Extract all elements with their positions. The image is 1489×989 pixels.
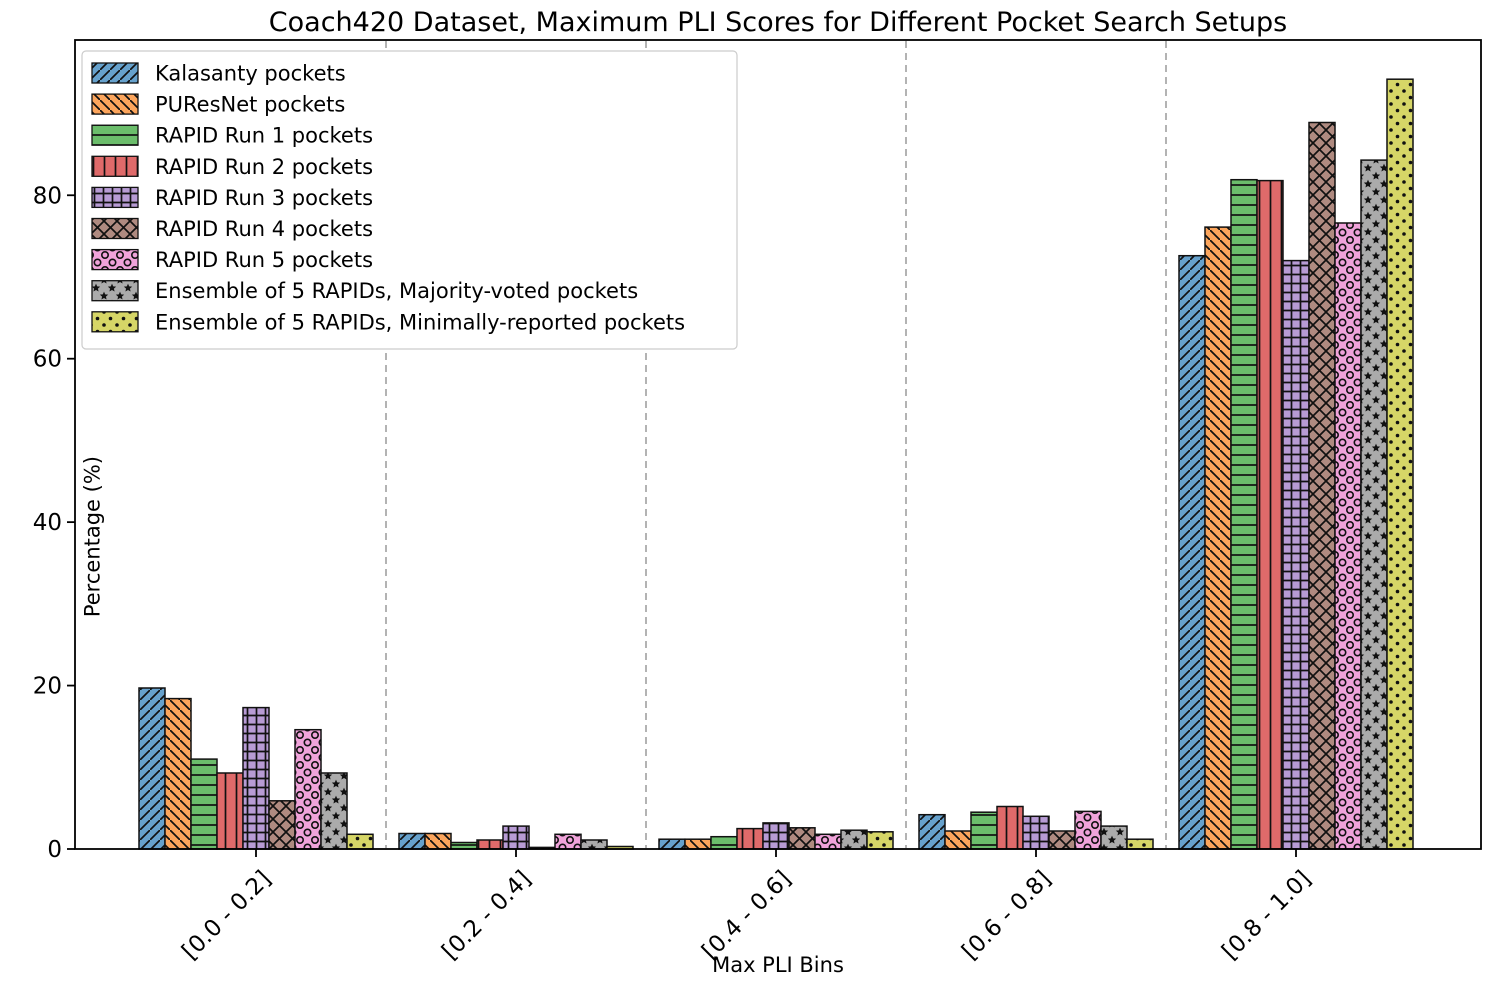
bar-s3-bin1	[190, 758, 218, 850]
bar-s2-bin4	[944, 830, 972, 850]
bar-s5-bin4	[1022, 815, 1050, 850]
bar-s4-bin5	[1256, 179, 1284, 850]
bar-s7-bin4	[1074, 810, 1102, 850]
bar-s7-bin3	[814, 833, 842, 850]
bar-s9-bin3	[866, 831, 894, 850]
y-tick-label: 80	[33, 183, 62, 209]
legend-swatch	[91, 155, 139, 177]
bar-s4-bin2	[476, 839, 504, 850]
x-tick-label: [0.2 - 0.4]	[437, 866, 536, 965]
bar-s6-bin1	[268, 800, 296, 850]
y-tick-label: 40	[33, 510, 62, 536]
bar-s8-bin1	[320, 772, 348, 850]
legend-item-5: RAPID Run 3 pockets	[91, 186, 373, 210]
y-axis-label: Percentage (%)	[80, 456, 105, 618]
bar-s1-bin2	[398, 832, 426, 850]
bar-s1-bin1	[138, 687, 166, 850]
bar-s1-bin5	[1178, 254, 1206, 850]
bar-s9-bin4	[1126, 838, 1154, 850]
bar-s2-bin5	[1204, 226, 1232, 850]
bar-s7-bin5	[1334, 222, 1362, 850]
bar-s3-bin4	[970, 811, 998, 850]
bar-s1-bin3	[658, 838, 686, 850]
bar-s5-bin1	[242, 706, 270, 850]
x-tick-label: [0.4 - 0.6]	[697, 866, 796, 965]
chart-title: Coach420 Dataset, Maximum PLI Scores for…	[268, 7, 1288, 38]
bar-s6-bin5	[1308, 121, 1336, 850]
bar-s3-bin5	[1230, 178, 1258, 850]
legend-swatch	[91, 186, 139, 209]
legend-label: Ensemble of 5 RAPIDs, Minimally-reported…	[155, 310, 685, 334]
legend-label: RAPID Run 3 pockets	[155, 186, 373, 210]
legend-swatch	[91, 124, 139, 146]
legend-item-1: Kalasanty pockets	[91, 62, 346, 86]
bar-s3-bin2	[450, 841, 478, 850]
bar-s8-bin5	[1360, 159, 1388, 850]
legend-label: RAPID Run 5 pockets	[155, 248, 373, 272]
bar-s2-bin3	[684, 838, 712, 850]
legend-label: RAPID Run 2 pockets	[155, 155, 373, 179]
legend-item-8: Ensemble of 5 RAPIDs, Majority-voted poc…	[91, 279, 638, 303]
bar-s4-bin4	[996, 805, 1024, 850]
legend: Kalasanty pockets PUResNet pockets RAPID R…	[81, 50, 738, 350]
legend-swatch	[91, 280, 139, 302]
legend-label: Ensemble of 5 RAPIDs, Majority-voted poc…	[155, 279, 638, 303]
legend-label: RAPID Run 1 pockets	[155, 124, 373, 148]
y-tick-label: 0	[47, 837, 62, 863]
legend-item-6: RAPID Run 4 pockets	[91, 217, 373, 241]
legend-swatch	[91, 62, 139, 84]
legend-swatch	[91, 93, 139, 115]
x-tick-label: [0.6 - 0.8]	[957, 866, 1056, 965]
bar-s9-bin5	[1386, 78, 1414, 850]
bar-s2-bin2	[424, 832, 452, 850]
bar-s6-bin3	[788, 827, 816, 850]
legend-swatch	[91, 248, 139, 271]
x-tick-label: [0.0 - 0.2]	[177, 866, 276, 965]
bar-s4-bin3	[736, 827, 764, 850]
axes-frame	[74, 39, 1482, 850]
legend-box	[81, 50, 738, 350]
legend-item-3: RAPID Run 1 pockets	[91, 124, 373, 148]
legend-item-7: RAPID Run 5 pockets	[91, 248, 373, 272]
bar-s5-bin5	[1282, 259, 1310, 850]
bar-s5-bin2	[502, 825, 530, 850]
bar-s8-bin4	[1100, 825, 1128, 850]
legend-item-9: Ensemble of 5 RAPIDs, Minimally-reported…	[91, 310, 685, 334]
legend-item-2: PUResNet pockets	[91, 93, 345, 117]
legend-item-4: RAPID Run 2 pockets	[91, 155, 373, 179]
x-axis-label: Max PLI Bins	[712, 953, 844, 977]
bar-s1-bin4	[918, 813, 946, 850]
bar-s7-bin1	[294, 728, 322, 850]
bar-s3-bin3	[710, 835, 738, 850]
bar-s8-bin2	[580, 839, 608, 850]
legend-label: RAPID Run 4 pockets	[155, 217, 373, 241]
y-tick-label: 20	[33, 674, 62, 700]
bar-s6-bin4	[1048, 830, 1076, 850]
legend-swatch	[91, 217, 139, 240]
legend-label: Kalasanty pockets	[155, 62, 346, 86]
bar-s9-bin1	[346, 833, 374, 850]
legend-label: PUResNet pockets	[155, 93, 345, 117]
bar-s5-bin3	[762, 822, 790, 850]
legend-swatch	[91, 311, 139, 333]
bar-s7-bin2	[554, 833, 582, 850]
x-tick-label: [0.8 - 1.0]	[1217, 866, 1316, 965]
bar-s2-bin1	[164, 697, 192, 850]
bar-s4-bin1	[216, 772, 244, 850]
bar-s8-bin3	[840, 829, 868, 850]
y-tick-label: 60	[33, 347, 62, 373]
